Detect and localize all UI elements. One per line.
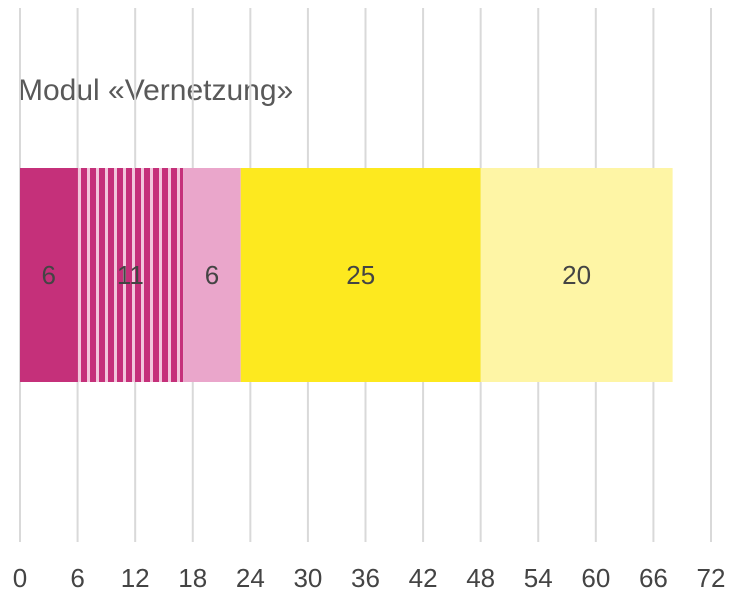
x-tick-label: 6 [70, 563, 84, 593]
bar-segment [77, 168, 184, 382]
x-tick-label: 36 [351, 563, 380, 593]
bar-segment [240, 168, 481, 382]
x-tick-label: 54 [524, 563, 553, 593]
x-tick-label: 30 [293, 563, 322, 593]
x-tick-label: 18 [178, 563, 207, 593]
x-tick-label: 48 [466, 563, 495, 593]
x-tick-label: 60 [581, 563, 610, 593]
x-tick-label: 72 [697, 563, 726, 593]
bar-segment [20, 168, 78, 382]
x-tick-label: 24 [236, 563, 265, 593]
bar-segment [480, 168, 673, 382]
data-label: 20 [562, 260, 591, 290]
data-label: 6 [205, 260, 219, 290]
bar-segment [183, 168, 241, 382]
chart-title: Modul «Vernetzung» [18, 74, 293, 107]
x-tick-label: 66 [639, 563, 668, 593]
data-label: 11 [117, 260, 144, 290]
x-tick-label: 0 [13, 563, 27, 593]
x-tick-label: 42 [409, 563, 438, 593]
data-label: 25 [346, 260, 375, 290]
x-tick-label: 12 [121, 563, 150, 593]
data-label: 6 [42, 260, 56, 290]
